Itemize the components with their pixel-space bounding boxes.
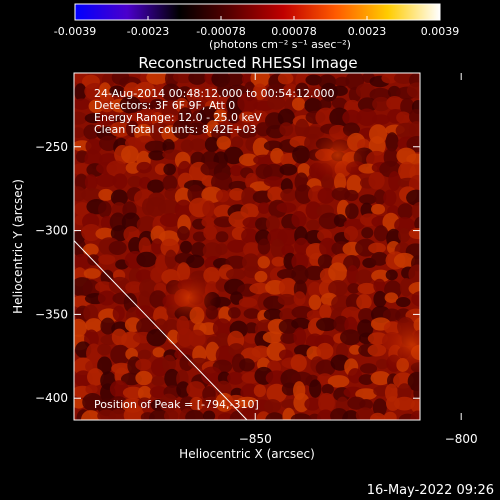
y-axis-label: Heliocentric Y (arcsec) — [11, 179, 25, 314]
y-tick-label: −300 — [35, 224, 68, 238]
observation-annotations: 24-Aug-2014 00:48:12.000 to 00:54:12.000… — [94, 87, 335, 136]
heatmap-image — [74, 73, 500, 420]
colorbar-tick-label: -0.0023 — [127, 25, 169, 38]
chart-title: Reconstructed RHESSI Image — [138, 54, 357, 72]
x-axis-ticks: −850−800−750 — [239, 73, 478, 446]
x-tick-label: −800 — [445, 432, 478, 446]
peak-source-blob — [464, 202, 500, 274]
y-tick-label: −400 — [35, 391, 68, 405]
y-tick-label: −250 — [35, 140, 68, 154]
x-tick-label: −850 — [239, 432, 272, 446]
plot-frame — [73, 72, 421, 421]
colorbar-ticks: -0.0039 -0.0023 -0.00078 0.00078 0.0023 0.003… — [54, 16, 459, 38]
colorbar-tick-label: -0.0039 — [54, 25, 96, 38]
colorbar — [74, 3, 441, 21]
annotation-line: Detectors: 3F 6F 9F, Att 0 — [94, 99, 235, 112]
annotation-line: Clean Total counts: 8.42E+03 — [94, 123, 257, 136]
colorbar-unit-label: (photons cm⁻² s⁻¹ asec⁻²) — [209, 38, 351, 51]
y-tick-label: −350 — [35, 307, 68, 321]
annotation-line: 24-Aug-2014 00:48:12.000 to 00:54:12.000 — [94, 87, 335, 100]
x-axis-label: Heliocentric X (arcsec) — [179, 447, 315, 461]
colorbar-tick-label: 0.0023 — [348, 25, 387, 38]
footer-timestamp: 16-May-2022 09:26 — [366, 483, 494, 498]
colorbar-tick-label: -0.00078 — [196, 25, 245, 38]
annotation-line: Energy Range: 12.0 - 25.0 keV — [94, 111, 262, 124]
y-axis-ticks: −250 −300 −350 −400 — [35, 140, 420, 405]
peak-position-label: Position of Peak = [-794,-310] — [94, 398, 259, 411]
colorbar-tick-label: 0.00078 — [271, 25, 317, 38]
solar-limb-line — [74, 240, 248, 420]
colorbar-tick-label: 0.0039 — [421, 25, 460, 38]
